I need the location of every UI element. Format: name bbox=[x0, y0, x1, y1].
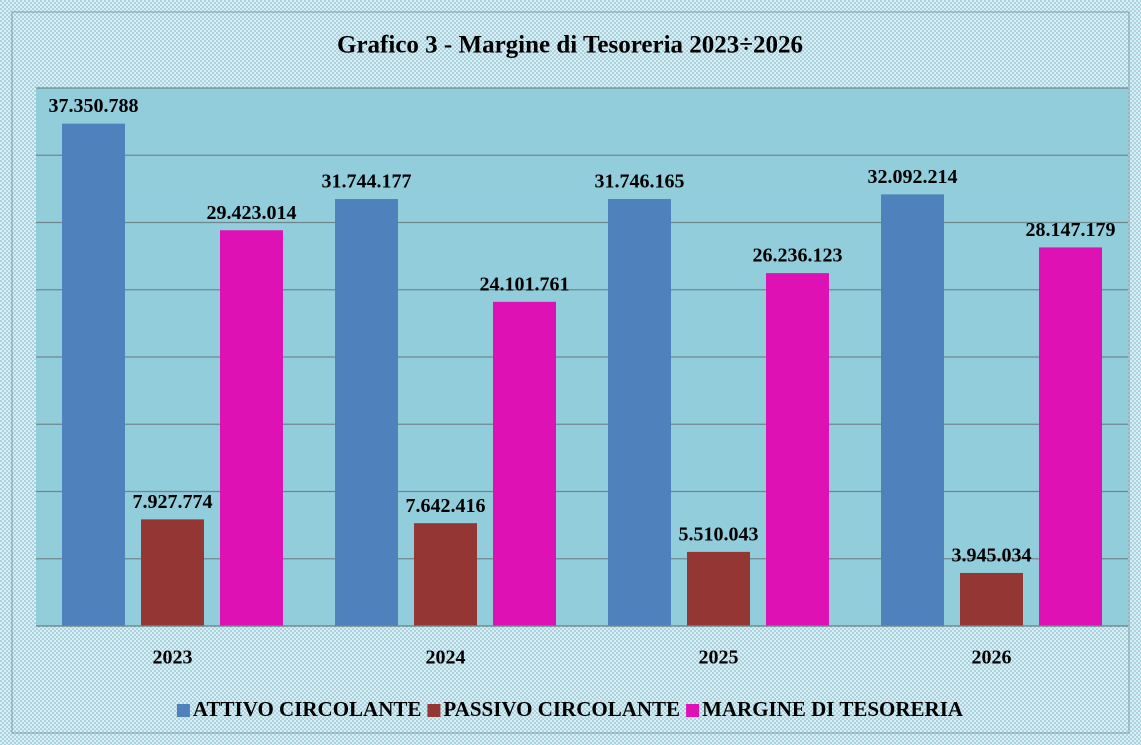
data-label: 7.927.774 bbox=[133, 491, 213, 513]
data-label: 28.147.179 bbox=[1026, 219, 1116, 241]
bar bbox=[881, 194, 944, 626]
data-label: 26.236.123 bbox=[753, 245, 843, 267]
chart-title: Grafico 3 - Margine di Tesoreria 2023÷20… bbox=[337, 32, 803, 59]
bar bbox=[608, 199, 671, 626]
bar bbox=[493, 301, 556, 626]
data-label: 37.350.788 bbox=[49, 95, 139, 117]
bar bbox=[335, 199, 398, 626]
legend-swatch bbox=[686, 704, 700, 717]
bar bbox=[1039, 247, 1102, 626]
bar bbox=[141, 519, 204, 626]
data-label: 5.510.043 bbox=[679, 523, 759, 545]
legend-swatch bbox=[176, 704, 190, 717]
bar bbox=[62, 123, 125, 627]
data-label: 7.642.416 bbox=[406, 495, 486, 517]
bar bbox=[766, 273, 829, 626]
data-label: 31.746.165 bbox=[595, 171, 685, 193]
data-label: 31.744.177 bbox=[322, 171, 412, 193]
data-label: 3.945.034 bbox=[952, 545, 1032, 567]
legend-label: MARGINE DI TESORERIA bbox=[702, 697, 964, 721]
x-tick-label: 2024 bbox=[426, 647, 466, 669]
data-label: 29.423.014 bbox=[207, 202, 297, 224]
data-label: 32.092.214 bbox=[868, 166, 958, 188]
x-tick-label: 2025 bbox=[699, 647, 739, 669]
legend-label: ATTIVO CIRCOLANTE bbox=[193, 697, 421, 721]
bar bbox=[220, 230, 283, 626]
x-tick-label: 2023 bbox=[153, 647, 193, 669]
bar bbox=[960, 572, 1023, 626]
bar bbox=[414, 523, 477, 626]
legend-swatch bbox=[427, 704, 441, 717]
frame bbox=[11, 11, 1130, 734]
bar bbox=[687, 551, 750, 626]
x-tick-label: 2026 bbox=[972, 647, 1012, 669]
legend-label: PASSIVO CIRCOLANTE bbox=[443, 697, 680, 721]
data-label: 24.101.761 bbox=[480, 273, 570, 295]
